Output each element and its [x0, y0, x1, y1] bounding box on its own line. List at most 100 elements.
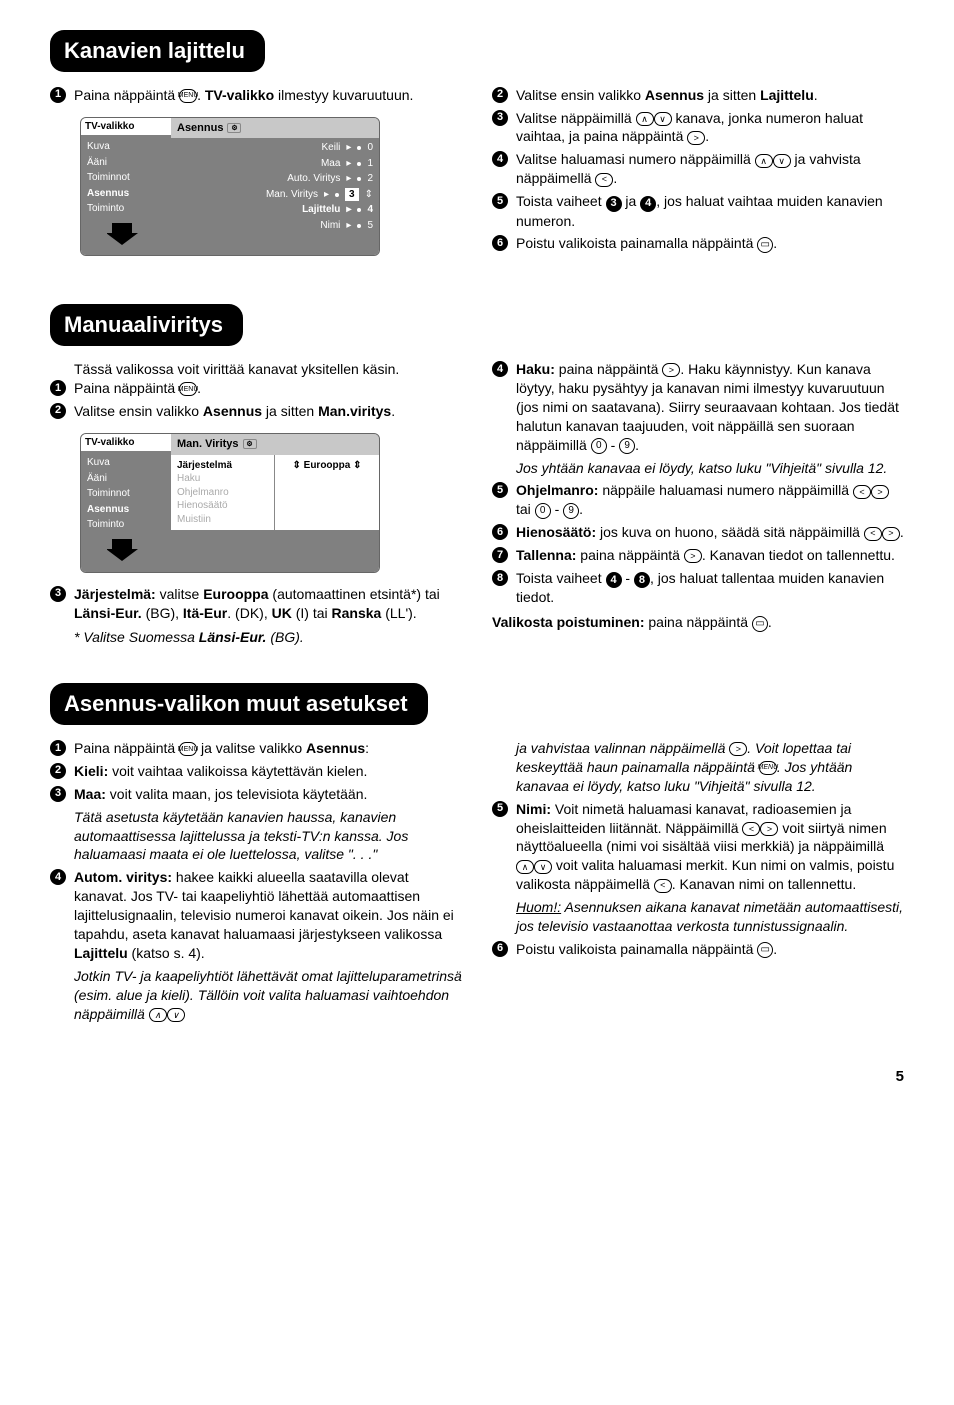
- step-number: 6: [492, 524, 508, 540]
- step-text: Kieli: voit vaihtaa valikoissa käytettäv…: [74, 762, 462, 781]
- left-key-icon: <: [853, 485, 871, 499]
- exit-text: Valikosta poistuminen: paina näppäintä ▭…: [492, 613, 904, 632]
- step-text: Paina näppäintä MENU ja valitse valikko …: [74, 739, 462, 758]
- note-text: Huom!: Asennuksen aikana kanavat nimetää…: [492, 898, 904, 936]
- step-text: Autom. viritys: hakee kaikki alueella sa…: [74, 868, 462, 962]
- step-text: Ohjelmanro: näppäile haluamasi numero nä…: [516, 481, 904, 519]
- step-text: Poistu valikoista painamalla näppäintä ▭…: [516, 940, 904, 959]
- step-text: Paina näppäintä MENU. TV-valikko ilmesty…: [74, 86, 462, 105]
- section-manuaaliviritys: Manuaaliviritys Tässä valikossa voit vir…: [50, 304, 904, 647]
- exit-key-icon: ▭: [752, 616, 768, 632]
- note-text: Jotkin TV- ja kaapeliyhtiöt lähettävät o…: [50, 967, 462, 1024]
- step-number: 5: [492, 801, 508, 817]
- left-key-icon: <: [595, 173, 613, 187]
- step-number: 2: [492, 87, 508, 103]
- step-number: 4: [50, 869, 66, 885]
- step-text: Valitse näppäimillä ∧∨ kanava, jonka num…: [516, 109, 904, 147]
- step-number: 1: [50, 380, 66, 396]
- step-text: Nimi: Voit nimetä haluamasi kanavat, rad…: [516, 800, 904, 894]
- right-key-icon: >: [760, 822, 778, 836]
- intro-text: Tässä valikossa voit virittää kanavat yk…: [50, 360, 462, 379]
- step-number: 7: [492, 547, 508, 563]
- right-column: 4 Haku: paina näppäintä >. Haku käynnist…: [492, 360, 904, 647]
- right-key-icon: >: [729, 742, 747, 756]
- step-text: Toista vaiheet 4 - 8, jos haluat tallent…: [516, 569, 904, 607]
- ref-number: 4: [606, 572, 622, 588]
- left-column: 1 Paina näppäintä MENU ja valitse valikk…: [50, 739, 462, 1027]
- left-column: 1 Paina näppäintä MENU. TV-valikko ilmes…: [50, 86, 462, 269]
- right-key-icon: >: [871, 485, 889, 499]
- up-key-icon: ∧: [516, 860, 534, 874]
- step-text: Paina näppäintä MENU.: [74, 379, 462, 398]
- step-number: 5: [492, 482, 508, 498]
- step-number: 4: [492, 361, 508, 377]
- step-text: Valitse ensin valikko Asennus ja sitten …: [74, 402, 462, 421]
- menu-key-icon: MENU: [179, 742, 197, 756]
- step-text: Järjestelmä: valitse Eurooppa (automaatt…: [74, 585, 462, 623]
- step-text: Toista vaiheet 3 ja 4, jos haluat vaihta…: [516, 192, 904, 230]
- step-number: 3: [492, 110, 508, 126]
- section-asennus-valikon: Asennus-valikon muut asetukset 1 Paina n…: [50, 683, 904, 1027]
- step-number: 6: [492, 941, 508, 957]
- note-text: Tätä asetusta käytetään kanavien haussa,…: [50, 808, 462, 865]
- step-text: Valitse haluamasi numero näppäimillä ∧∨ …: [516, 150, 904, 188]
- ref-number: 4: [640, 196, 656, 212]
- step-number: 3: [50, 786, 66, 802]
- right-column: 2 Valitse ensin valikko Asennus ja sitte…: [492, 86, 904, 269]
- step-number: 2: [50, 763, 66, 779]
- settings-icon: ⚙: [227, 123, 241, 133]
- down-key-icon: ∨: [167, 1008, 185, 1022]
- ref-number: 8: [634, 572, 650, 588]
- step-number: 5: [492, 193, 508, 209]
- tv-menu-diagram: TV-valikko Kuva Ääni Toiminnot Asennus T…: [80, 433, 380, 573]
- page-number: 5: [50, 1067, 904, 1087]
- section-header: Asennus-valikon muut asetukset: [50, 683, 428, 725]
- menu-key-icon: MENU: [759, 761, 777, 775]
- right-key-icon: >: [687, 131, 705, 145]
- down-key-icon: ∨: [654, 112, 672, 126]
- step-text: Maa: voit valita maan, jos televisiota k…: [74, 785, 462, 804]
- menu-key-icon: MENU: [179, 89, 197, 103]
- left-key-icon: <: [742, 822, 760, 836]
- step-number: 1: [50, 740, 66, 756]
- step-number: 8: [492, 570, 508, 586]
- step-number: 6: [492, 235, 508, 251]
- note-text: Jos yhtään kanavaa ei löydy, katso luku …: [492, 459, 904, 478]
- ref-number: 3: [606, 196, 622, 212]
- step-text: Valitse ensin valikko Asennus ja sitten …: [516, 86, 904, 105]
- nine-key-icon: 9: [563, 503, 579, 519]
- down-key-icon: ∨: [773, 154, 791, 168]
- section-header: Manuaaliviritys: [50, 304, 243, 346]
- nine-key-icon: 9: [619, 438, 635, 454]
- step-text: Poistu valikoista painamalla näppäintä ▭…: [516, 234, 904, 253]
- left-key-icon: <: [864, 527, 882, 541]
- step-number: 2: [50, 403, 66, 419]
- step-text: Haku: paina näppäintä >. Haku käynnistyy…: [516, 360, 904, 454]
- up-key-icon: ∧: [149, 1008, 167, 1022]
- footnote: * Valitse Suomessa Länsi-Eur. (BG).: [50, 628, 462, 647]
- right-key-icon: >: [662, 363, 680, 377]
- step-text: Tallenna: paina näppäintä >. Kanavan tie…: [516, 546, 904, 565]
- settings-icon: ⚙: [243, 439, 257, 449]
- right-key-icon: >: [882, 527, 900, 541]
- step-number: 4: [492, 151, 508, 167]
- right-key-icon: >: [684, 549, 702, 563]
- section-kanavien-lajittelu: Kanavien lajittelu 1 Paina näppäintä MEN…: [50, 30, 904, 268]
- menu-key-icon: MENU: [179, 382, 197, 396]
- tv-menu-diagram: TV-valikko Kuva Ääni Toiminnot Asennus T…: [80, 117, 380, 257]
- left-column: Tässä valikossa voit virittää kanavat yk…: [50, 360, 462, 647]
- zero-key-icon: 0: [591, 438, 607, 454]
- note-text: ja vahvistaa valinnan näppäimellä >. Voi…: [492, 739, 904, 796]
- zero-key-icon: 0: [535, 503, 551, 519]
- exit-key-icon: ▭: [757, 237, 773, 253]
- exit-key-icon: ▭: [757, 942, 773, 958]
- up-key-icon: ∧: [755, 154, 773, 168]
- step-number: 3: [50, 586, 66, 602]
- down-key-icon: ∨: [534, 860, 552, 874]
- step-text: Hienosäätö: jos kuva on huono, säädä sit…: [516, 523, 904, 542]
- left-key-icon: <: [654, 879, 672, 893]
- up-key-icon: ∧: [636, 112, 654, 126]
- right-column: ja vahvistaa valinnan näppäimellä >. Voi…: [492, 739, 904, 1027]
- step-number: 1: [50, 87, 66, 103]
- section-header: Kanavien lajittelu: [50, 30, 265, 72]
